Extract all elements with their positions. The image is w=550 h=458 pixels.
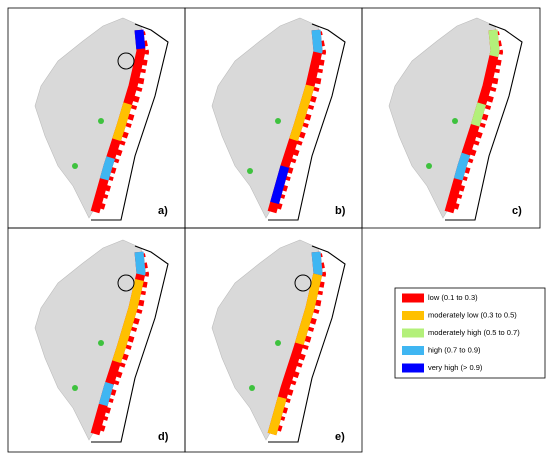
legend-swatch (402, 363, 424, 373)
panel-frame (184, 227, 363, 453)
map-panel (211, 17, 346, 221)
map-panel (34, 17, 169, 221)
panel-label: d) (158, 431, 169, 443)
map-panel (34, 239, 169, 443)
legend-swatch (402, 311, 424, 320)
panel-label: b) (335, 205, 346, 217)
panel-label: a) (158, 205, 168, 217)
map-panel (211, 239, 346, 443)
legend-label: very high (> 0.9) (428, 363, 483, 372)
legend-label: low (0.1 to 0.3) (428, 293, 478, 302)
legend-label: moderately low (0.3 to 0.5) (428, 310, 517, 319)
panel-label: c) (512, 205, 522, 217)
panel-label: e) (335, 431, 345, 443)
legend-swatch (402, 293, 424, 303)
legend-swatch (402, 346, 424, 355)
legend-swatch (402, 328, 424, 338)
legend: low (0.1 to 0.3) moderately low (0.3 to 0… (394, 287, 546, 379)
legend-label: high (0.7 to 0.9) (428, 345, 481, 354)
map-panel (388, 17, 523, 221)
panel-frame (361, 7, 541, 229)
legend-label: moderately high (0.5 to 0.7) (428, 328, 520, 337)
